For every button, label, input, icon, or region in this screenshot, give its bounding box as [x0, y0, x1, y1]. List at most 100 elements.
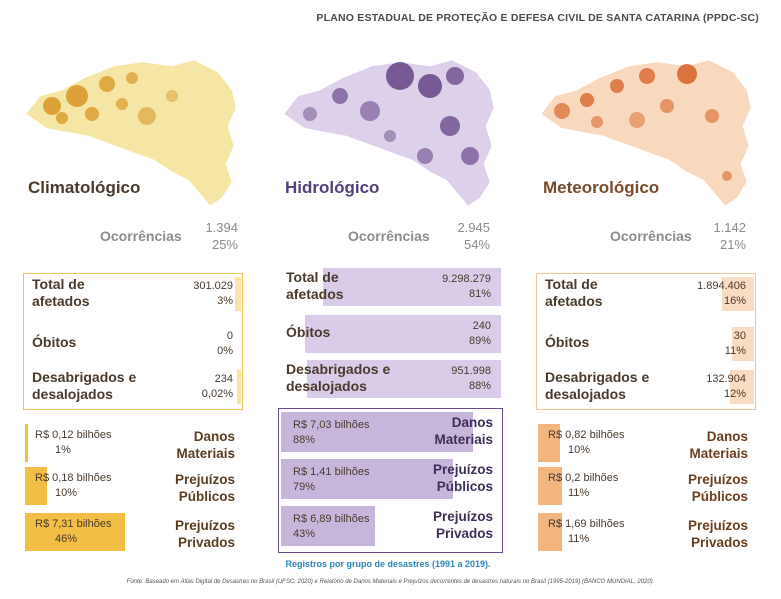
meteo-map-outline [540, 59, 752, 207]
hidro-map [283, 59, 495, 207]
clima-stat-bar [237, 370, 241, 404]
hidro-losses-frame [278, 408, 503, 553]
clima-stat-label: Total de afetados [32, 276, 90, 309]
meteo-map-cluster [629, 112, 645, 128]
meteo-stat-value: 132.904 12% [706, 373, 746, 400]
hidro-loss-value: R$ 6,89 bilhões 43% [293, 513, 370, 540]
meteo-occurrences-label: Ocorrências [610, 228, 692, 244]
meteo-stat-label: Total de afetados [545, 276, 603, 309]
clima-loss-value: R$ 0,12 bilhões 1% [35, 429, 112, 456]
hidro-map-cluster [461, 147, 479, 165]
meteo-stat-label: Óbitos [545, 334, 590, 350]
hidro-map-cluster [417, 148, 433, 164]
meteo-map-cluster [677, 64, 697, 84]
clima-loss-value: R$ 7,31 bilhões 46% [35, 518, 112, 545]
meteo-stat-bar [722, 277, 754, 311]
clima-stat-label: Óbitos [32, 334, 77, 350]
hidro-stat-value: 9.298.279 81% [442, 273, 491, 300]
hidro-stat-bar [322, 268, 501, 306]
hidro-loss-bar [281, 506, 375, 546]
meteo-loss-label: Prejuízos Privados [687, 518, 748, 550]
meteo-map-cluster [705, 109, 719, 123]
meteo-loss-value: R$ 1,69 bilhões 11% [548, 518, 625, 545]
meteo-map-cluster [660, 99, 674, 113]
meteo-map-cluster [610, 79, 624, 93]
hidro-loss-label: Danos Materiais [434, 415, 493, 447]
clima-map-cluster [126, 72, 138, 84]
clima-stat-bar [235, 277, 241, 311]
meteo-loss-label: Danos Materiais [689, 429, 748, 461]
meteo-loss-bar [538, 424, 560, 462]
clima-map-cluster [99, 76, 115, 92]
hidro-stat-value: 951.998 88% [451, 365, 491, 392]
hidro-loss-label: Prejuízos Privados [432, 509, 493, 541]
clima-loss-label: Prejuízos Privados [174, 518, 235, 550]
clima-stat-value: 0 0% [217, 330, 233, 357]
registros-caption: Registros por grupo de desastres (1991 a… [285, 559, 491, 569]
hidro-map-cluster [303, 107, 317, 121]
clima-stat-label: Desabrigados e desalojados [32, 369, 137, 402]
hidro-stat-bar [305, 315, 501, 353]
meteo-loss-label: Prejuízos Públicos [687, 472, 748, 504]
meteo-stat-value: 30 11% [724, 330, 746, 357]
hidro-map-cluster [332, 88, 348, 104]
hidro-occurrences-label: Ocorrências [348, 228, 430, 244]
clima-map-cluster [166, 90, 178, 102]
meteo-map-cluster [639, 68, 655, 84]
meteo-stat-label: Desabrigados e desalojados [545, 369, 650, 402]
hidro-map-cluster [384, 130, 396, 142]
clima-loss-label: Prejuízos Públicos [174, 472, 235, 504]
meteo-title: Meteorológico [543, 178, 660, 197]
hidro-loss-value: R$ 7,03 bilhões 88% [293, 419, 370, 446]
clima-stat-value: 234 0,02% [201, 373, 233, 400]
meteo-map-cluster [554, 103, 570, 119]
clima-loss-label: Danos Materiais [176, 429, 235, 461]
meteo-map-cluster [580, 93, 594, 107]
meteo-stat-value: 1.894.406 16% [697, 280, 746, 307]
hidro-map-cluster [418, 74, 442, 98]
clima-map-cluster [56, 112, 68, 124]
meteo-map [540, 59, 752, 207]
clima-map-cluster [66, 85, 88, 107]
hidro-map-cluster [360, 101, 380, 121]
page-header: PLANO ESTADUAL DE PROTEÇÃO E DEFESA CIVI… [316, 12, 759, 24]
meteo-stat-bar [730, 370, 754, 404]
hidro-loss-bar [281, 412, 473, 452]
hidro-loss-value: R$ 1,41 bilhões 79% [293, 466, 370, 493]
clima-loss-bar [25, 467, 47, 505]
clima-stat-value: 301.029 3% [193, 280, 233, 307]
hidro-loss-label: Prejuízos Públicos [432, 462, 493, 494]
hidro-stat-label: Total de afetados [286, 269, 344, 302]
meteo-map-cluster [591, 116, 603, 128]
clima-map-cluster [138, 107, 156, 125]
clima-loss-value: R$ 0,18 bilhões 10% [35, 472, 112, 499]
clima-map-cluster [85, 107, 99, 121]
hidro-stat-label: Óbitos [286, 324, 331, 340]
clima-map-cluster [43, 97, 61, 115]
hidro-occurrences-value: 2.945 54% [457, 220, 490, 252]
meteo-stats-frame [536, 273, 756, 410]
clima-stats-frame [23, 273, 243, 410]
clima-loss-bar [25, 513, 126, 551]
meteo-loss-value: R$ 0,82 bilhões 10% [548, 429, 625, 456]
clima-map [25, 59, 237, 207]
clima-title: Climatológico [28, 178, 141, 197]
hidro-title: Hidrológico [285, 178, 380, 197]
hidro-stat-bar [307, 360, 501, 398]
hidro-map-cluster [440, 116, 460, 136]
meteo-occurrences-value: 1.142 21% [713, 220, 746, 252]
hidro-loss-bar [281, 459, 454, 499]
meteo-loss-bar [538, 467, 562, 505]
hidro-map-cluster [446, 67, 464, 85]
hidro-stat-value: 240 89% [468, 320, 491, 347]
meteo-map-cluster [722, 171, 732, 181]
clima-loss-bar [25, 424, 28, 462]
clima-occurrences-value: 1.394 25% [205, 220, 238, 252]
meteo-loss-value: R$ 0,2 bilhões 11% [548, 472, 619, 499]
clima-map-cluster [116, 98, 128, 110]
hidro-map-cluster [386, 62, 414, 90]
hidro-stat-label: Desabrigados e desalojados [286, 361, 391, 394]
meteo-stat-bar [732, 327, 754, 361]
source-note: Fonte: Baseado em Atlas Digital de Desas… [126, 579, 655, 585]
clima-occurrences-label: Ocorrências [100, 228, 182, 244]
